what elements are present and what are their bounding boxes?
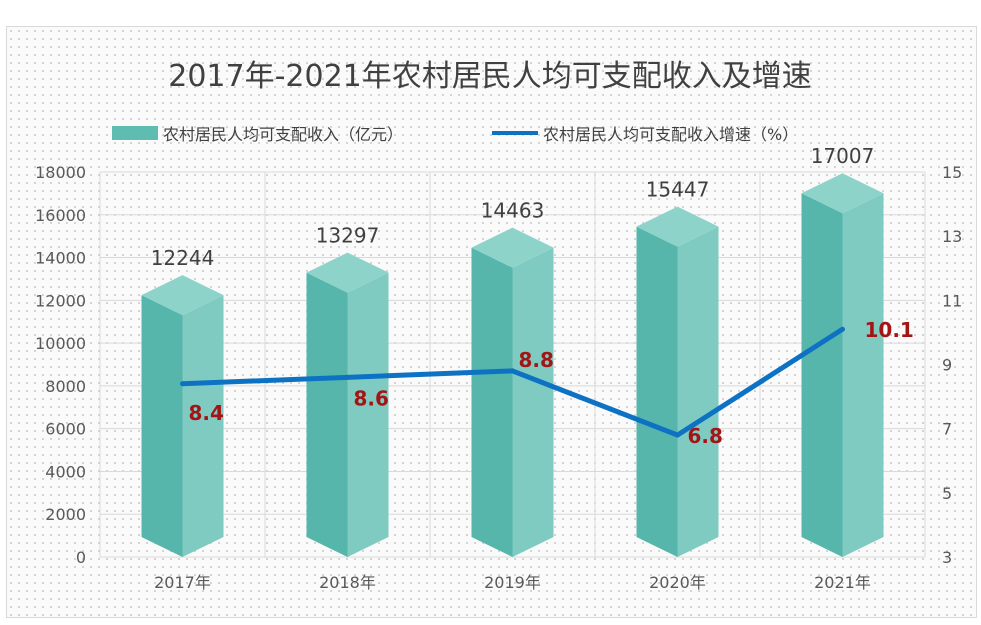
y-left-tick-label: 10000 (35, 334, 86, 353)
bar-right-face (677, 226, 719, 557)
x-axis: 2017年 2018年 2019年 2020年 2021年 (154, 573, 871, 592)
x-tick-label: 2019年 (484, 573, 541, 592)
bar-left-face (141, 295, 183, 557)
legend-item-income: 农村居民人均可支配收入（亿元） (112, 125, 403, 144)
bar-series (141, 173, 884, 557)
y-left-tick-label: 16000 (35, 206, 86, 225)
y-right-tick-label: 5 (942, 484, 952, 503)
bar-top-face (306, 252, 389, 293)
y-right-tick-label: 13 (942, 227, 962, 246)
y-right-tick-label: 11 (942, 291, 962, 310)
bar-right-face (842, 193, 884, 557)
legend-item-growth: 农村居民人均可支配收入增速（%） (492, 125, 798, 144)
growth-value-label: 10.1 (865, 318, 914, 342)
y-right-tick-label: 3 (942, 548, 952, 567)
y-left-tick-label: 18000 (35, 163, 86, 182)
y-left-tick-label: 0 (76, 548, 86, 567)
y-left-tick-label: 4000 (45, 462, 86, 481)
x-tick-label: 2020年 (649, 573, 706, 592)
growth-value-label: 8.6 (354, 386, 389, 410)
bar-value-label: 14463 (481, 199, 545, 223)
bar-left-face (636, 226, 678, 557)
growth-value-label: 8.4 (189, 401, 224, 425)
growth-point (510, 368, 515, 374)
growth-value-label: 8.8 (519, 348, 554, 372)
bar-value-label: 13297 (316, 224, 380, 248)
line-value-labels: 8.4 8.6 8.8 6.8 10.1 (189, 318, 914, 448)
chart-title: 2017年-2021年农村居民人均可支配收入及增速 (168, 59, 812, 94)
y-right-tick-label: 9 (942, 356, 952, 375)
bar-top-face (636, 206, 719, 247)
growth-point (840, 326, 845, 332)
legend-label-growth: 农村居民人均可支配收入增速（%） (543, 125, 798, 144)
y-axis-right: 3 5 7 9 11 13 15 (942, 163, 962, 567)
x-tick-label: 2018年 (319, 573, 376, 592)
y-left-tick-label: 14000 (35, 249, 86, 268)
bar-right-face (347, 272, 389, 557)
growth-point (345, 374, 350, 380)
bar-right-face (182, 295, 224, 557)
line-series (180, 326, 845, 438)
bar (636, 206, 719, 557)
bar-left-face (801, 193, 843, 557)
legend-label-income: 农村居民人均可支配收入（亿元） (163, 125, 403, 144)
bar-right-face (512, 247, 554, 557)
bar (471, 227, 554, 557)
bar-top-face (141, 275, 224, 316)
bar-value-label: 12244 (151, 246, 215, 270)
y-right-tick-label: 15 (942, 163, 962, 182)
x-tick-label: 2017年 (154, 573, 211, 592)
legend: 农村居民人均可支配收入（亿元） 农村居民人均可支配收入增速（%） (112, 125, 798, 144)
bar (801, 173, 884, 557)
bar-top-face (801, 173, 884, 214)
y-left-tick-label: 6000 (45, 420, 86, 439)
y-right-tick-label: 7 (942, 420, 952, 439)
x-tick-label: 2021年 (814, 573, 871, 592)
y-left-tick-label: 12000 (35, 291, 86, 310)
bar-value-label: 17007 (811, 144, 875, 168)
y-left-tick-label: 2000 (45, 505, 86, 524)
bar-left-face (471, 247, 513, 557)
bar-value-label: 15447 (646, 178, 710, 202)
bar (306, 252, 389, 557)
y-left-tick-label: 8000 (45, 377, 86, 396)
bar-value-labels: 12244 13297 14463 15447 17007 (151, 144, 875, 270)
bar-left-face (306, 272, 348, 557)
growth-value-label: 6.8 (688, 424, 723, 448)
legend-swatch-bar (112, 126, 158, 140)
growth-point (675, 432, 680, 438)
bar-top-face (471, 227, 554, 268)
growth-point (180, 381, 185, 387)
y-axis-left: 0 2000 4000 6000 8000 10000 12000 14000 16000 180… (35, 163, 86, 567)
bar (141, 275, 224, 557)
